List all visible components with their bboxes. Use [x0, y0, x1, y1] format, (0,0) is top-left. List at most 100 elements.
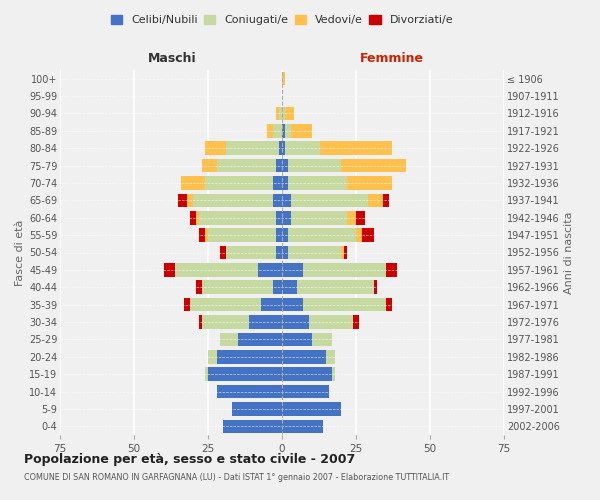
Bar [220, 246, 226, 260]
Bar [276, 246, 282, 260]
Text: Femmine: Femmine [359, 52, 424, 65]
Bar [282, 298, 303, 312]
Y-axis label: Anni di nascita: Anni di nascita [564, 211, 574, 294]
Text: Maschi: Maschi [148, 52, 197, 65]
Bar [196, 211, 199, 224]
Bar [341, 159, 406, 172]
Bar [196, 280, 202, 294]
Bar [250, 315, 282, 329]
Bar [282, 402, 341, 415]
Bar [291, 194, 368, 207]
Bar [282, 350, 326, 364]
Bar [193, 194, 273, 207]
Bar [276, 228, 282, 242]
Bar [205, 368, 208, 381]
Bar [282, 420, 323, 433]
Bar [276, 211, 282, 224]
Text: COMUNE DI SAN ROMANO IN GARFAGNANA (LU) - Dati ISTAT 1° gennaio 2007 - Elaborazi: COMUNE DI SAN ROMANO IN GARFAGNANA (LU) … [24, 472, 449, 482]
Bar [282, 368, 332, 381]
Bar [282, 194, 291, 207]
Bar [344, 246, 347, 260]
Bar [259, 263, 282, 276]
Bar [276, 159, 282, 172]
Bar [190, 211, 196, 224]
Bar [279, 142, 282, 155]
Bar [362, 228, 374, 242]
Bar [273, 176, 282, 190]
Bar [303, 263, 386, 276]
Bar [285, 142, 320, 155]
Bar [282, 124, 285, 138]
Bar [288, 246, 341, 260]
Bar [291, 124, 311, 138]
Bar [187, 194, 193, 207]
Bar [273, 124, 282, 138]
Bar [217, 159, 276, 172]
Bar [332, 368, 335, 381]
Bar [205, 142, 226, 155]
Bar [282, 246, 288, 260]
Bar [341, 246, 344, 260]
Bar [217, 385, 282, 398]
Bar [232, 402, 282, 415]
Bar [282, 263, 303, 276]
Bar [347, 176, 392, 190]
Bar [368, 194, 383, 207]
Bar [261, 298, 282, 312]
Bar [285, 124, 291, 138]
Bar [217, 350, 282, 364]
Bar [175, 263, 259, 276]
Bar [181, 176, 205, 190]
Bar [223, 420, 282, 433]
Bar [326, 350, 335, 364]
Bar [356, 228, 362, 242]
Bar [353, 315, 359, 329]
Bar [282, 72, 285, 86]
Bar [303, 298, 386, 312]
Bar [282, 315, 308, 329]
Bar [285, 106, 294, 120]
Bar [383, 194, 389, 207]
Bar [226, 142, 279, 155]
Bar [308, 315, 353, 329]
Bar [226, 246, 276, 260]
Bar [190, 298, 261, 312]
Text: Popolazione per età, sesso e stato civile - 2007: Popolazione per età, sesso e stato civil… [24, 452, 355, 466]
Bar [311, 332, 332, 346]
Bar [347, 211, 356, 224]
Bar [238, 332, 282, 346]
Y-axis label: Fasce di età: Fasce di età [14, 220, 25, 286]
Bar [164, 263, 175, 276]
Bar [199, 211, 276, 224]
Bar [199, 315, 202, 329]
Bar [282, 211, 291, 224]
Bar [208, 350, 217, 364]
Bar [267, 124, 273, 138]
Bar [273, 280, 282, 294]
Bar [282, 385, 329, 398]
Bar [282, 142, 285, 155]
Bar [276, 106, 279, 120]
Bar [386, 298, 392, 312]
Bar [202, 159, 217, 172]
Bar [202, 280, 273, 294]
Bar [282, 176, 288, 190]
Bar [184, 298, 190, 312]
Bar [282, 106, 285, 120]
Bar [208, 368, 282, 381]
Bar [386, 263, 397, 276]
Bar [291, 211, 347, 224]
Bar [178, 194, 187, 207]
Bar [356, 211, 365, 224]
Legend: Celibi/Nubili, Coniugati/e, Vedovi/e, Divorziati/e: Celibi/Nubili, Coniugati/e, Vedovi/e, Di… [106, 10, 458, 30]
Bar [282, 228, 288, 242]
Bar [220, 332, 238, 346]
Bar [282, 280, 297, 294]
Bar [205, 228, 208, 242]
Bar [288, 176, 347, 190]
Bar [279, 106, 282, 120]
Bar [288, 228, 356, 242]
Bar [202, 315, 250, 329]
Bar [282, 332, 311, 346]
Bar [282, 159, 288, 172]
